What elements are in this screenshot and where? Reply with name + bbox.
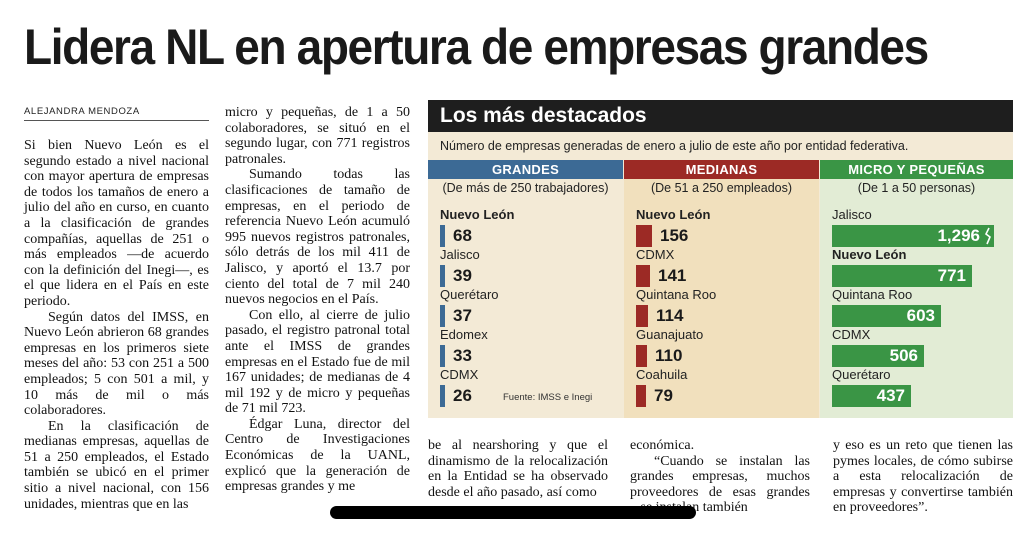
paragraph: Con ello, al cierre de julio pasado, el …: [225, 307, 410, 417]
bar-value: 39: [453, 266, 472, 285]
panel-subtitle: (De 1 a 50 personas): [857, 181, 976, 195]
panel-grandes: GRANDES (De más de 250 trabajadores) Nue…: [428, 160, 623, 418]
bar-item: Nuevo León 156: [636, 207, 710, 247]
redaction-bar: [330, 506, 696, 519]
bar-value: 114: [656, 306, 684, 325]
panel-header: MEDIANAS: [624, 160, 819, 179]
panel-header: GRANDES: [428, 160, 623, 179]
article-column-1: Si bien Nuevo León es el segundo estado …: [24, 138, 209, 512]
bar-item: Jalisco 1,296: [832, 207, 994, 247]
bar-item: Quintana Roo 114: [636, 287, 716, 327]
bar-value: 603: [906, 306, 935, 325]
bar-label: Edomex: [440, 327, 488, 342]
infobox-subtitle: Número de empresas generadas de enero a …: [440, 139, 909, 153]
article-column-3: be al nearshoring y que el dinamismo de …: [428, 438, 608, 500]
paragraph: y eso es un reto que tienen las pymes lo…: [833, 438, 1013, 516]
source-note: Fuente: IMSS e Inegi: [503, 392, 593, 403]
bar-item: Nuevo León 771: [832, 247, 972, 287]
bar-value: 771: [937, 266, 966, 285]
bar-label: Querétaro: [832, 367, 891, 382]
infobox-title: Los más destacados: [428, 100, 1013, 132]
bar: [440, 385, 445, 407]
bar-item: CDMX 26: [440, 367, 478, 407]
infobox: Los más destacados Número de empresas ge…: [428, 100, 1013, 418]
bar-label: Jalisco: [832, 207, 872, 222]
bar-label: Querétaro: [440, 287, 499, 302]
bar-value: 110: [655, 346, 683, 365]
paragraph: Según datos del IMSS, en Nuevo León abri…: [24, 309, 209, 419]
panel-subtitle: (De más de 250 trabajadores): [442, 181, 609, 195]
bar-value: 33: [453, 346, 472, 365]
bar-item: Quintana Roo 603: [832, 287, 941, 327]
paragraph: Sumando todas las clasificaciones de tam…: [225, 167, 410, 308]
article-column-2: micro y pequeñas, de 1 a 50 colaboradore…: [225, 105, 410, 495]
panel-subtitle: (De 51 a 250 empleados): [650, 181, 793, 195]
bar-value: 37: [453, 306, 472, 325]
paragraph: económica.: [630, 438, 695, 453]
bar-label: Jalisco: [440, 247, 480, 262]
bar-value: 141: [658, 266, 687, 285]
bar-value: 506: [889, 346, 918, 365]
bar-value: 1,296: [937, 226, 980, 245]
bar: [636, 305, 648, 327]
bar: [636, 345, 647, 367]
bar: [832, 385, 911, 407]
bar-item: Edomex 33: [440, 327, 488, 367]
axis-break-icon: [984, 227, 991, 245]
bar-item: Querétaro 37: [440, 287, 499, 327]
panel-micro-pequenas: MICRO Y PEQUEÑAS (De 1 a 50 personas) Ja…: [820, 160, 1013, 418]
bar-label: Nuevo León: [832, 247, 907, 262]
bar-item: Querétaro 437: [832, 367, 911, 407]
bar-value: 156: [660, 226, 689, 245]
bar-item: Coahuila 79: [636, 367, 687, 407]
bar: [440, 345, 445, 367]
bar-label: CDMX: [832, 327, 871, 342]
paragraph: be al nearshoring y que el dinamismo de …: [428, 438, 608, 500]
bar: [636, 225, 652, 247]
bar-label: Guanajuato: [636, 327, 704, 342]
paragraph: Si bien Nuevo León es el segundo estado …: [24, 138, 209, 309]
bar-label: Quintana Roo: [636, 287, 717, 302]
bar: [636, 265, 650, 287]
bar: [832, 225, 994, 247]
bar-item: Guanajuato 110: [636, 327, 703, 367]
panel-header: MICRO Y PEQUEÑAS: [820, 160, 1013, 179]
bar-label: Nuevo León: [440, 207, 515, 222]
bar-value: 437: [876, 386, 905, 405]
paragraph: Édgar Luna, director del Centro de Inves…: [225, 416, 410, 495]
bar-item: CDMX 141: [636, 247, 686, 287]
bar-label: Coahuila: [636, 367, 688, 382]
bar-value: 26: [453, 386, 472, 405]
bar-label: Quintana Roo: [832, 287, 913, 302]
headline: Lidera NL en apertura de empresas grande…: [24, 19, 929, 75]
bar: [440, 265, 445, 287]
bar: [832, 345, 924, 367]
bar: [440, 305, 445, 327]
bar-item: Nuevo León 68: [440, 207, 514, 247]
bar: [832, 265, 972, 287]
article-column-4: económica. “Cuando se instalan las grand…: [630, 438, 810, 516]
bar-value: 79: [654, 386, 673, 405]
panel-medianas: MEDIANAS (De 51 a 250 empleados) Nuevo L…: [624, 160, 819, 418]
bar: [832, 305, 941, 327]
bar: [636, 385, 646, 407]
bar-label: CDMX: [440, 367, 479, 382]
bar: [440, 225, 445, 247]
article-column-5: y eso es un reto que tienen las pymes lo…: [833, 438, 1013, 516]
bar-label: CDMX: [636, 247, 675, 262]
bar-value: 68: [453, 226, 472, 245]
bar-item: CDMX 506: [832, 327, 924, 367]
paragraph: En la clasificación de medianas empresas…: [24, 418, 209, 512]
byline: ALEJANDRA MENDOZA: [24, 106, 209, 121]
bar-item: Jalisco 39: [440, 247, 480, 287]
bar-label: Nuevo León: [636, 207, 711, 222]
paragraph: micro y pequeñas, de 1 a 50 colaboradore…: [225, 105, 410, 167]
